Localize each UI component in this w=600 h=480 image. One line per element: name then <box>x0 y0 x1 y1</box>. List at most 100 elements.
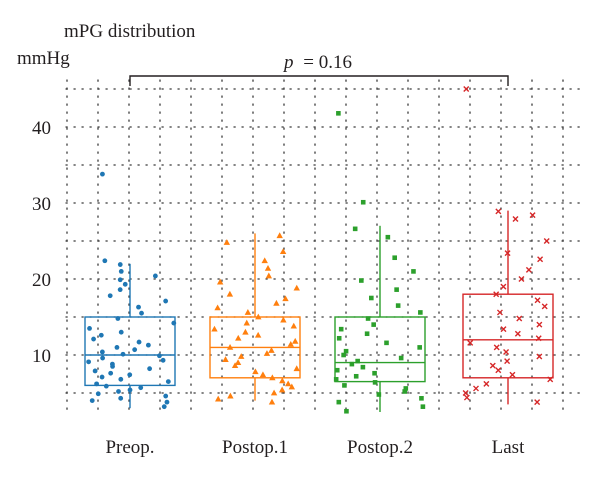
data-point <box>333 377 339 382</box>
data-point <box>504 358 511 365</box>
data-point <box>500 326 507 333</box>
data-point <box>255 313 262 320</box>
box-iqr <box>84 316 176 387</box>
data-point <box>353 373 359 379</box>
data-point <box>496 309 503 316</box>
data-point <box>268 398 276 405</box>
data-point <box>163 393 169 399</box>
data-point <box>100 171 105 177</box>
box-iqr <box>334 316 426 383</box>
y-tick-label: 30 <box>32 194 51 215</box>
bracket-line <box>129 75 509 86</box>
data-point <box>372 370 377 376</box>
data-point <box>92 368 98 374</box>
data-point <box>145 342 151 348</box>
x-axis-labels: Preop. Postop.1 Postop.2 Last <box>105 437 525 458</box>
data-point <box>118 269 124 274</box>
data-point <box>483 380 490 387</box>
data-point <box>463 86 470 92</box>
data-point <box>355 358 360 364</box>
data-point <box>338 326 344 332</box>
data-point <box>343 348 349 354</box>
data-point <box>95 391 101 397</box>
data-point <box>244 309 252 315</box>
data-point <box>268 347 275 353</box>
data-point <box>293 284 300 291</box>
data-point <box>420 404 426 409</box>
y-axis-unit-label: mmHg <box>17 48 70 69</box>
data-point <box>536 321 543 328</box>
significance-bracket: p = 0.16 <box>129 52 509 86</box>
data-point <box>259 371 267 378</box>
data-point <box>122 281 128 287</box>
data-point <box>516 315 523 322</box>
data-point <box>365 316 371 321</box>
data-point <box>385 234 391 240</box>
data-point <box>118 329 124 335</box>
data-point <box>473 385 479 392</box>
box-last <box>462 210 554 405</box>
x-category-label: Last <box>492 437 525 458</box>
data-point <box>211 325 218 332</box>
data-point <box>495 367 502 374</box>
data-point <box>512 215 519 222</box>
data-point <box>336 399 342 405</box>
data-point <box>504 250 511 257</box>
data-point <box>417 345 422 350</box>
data-point <box>489 362 496 369</box>
data-point <box>419 396 424 401</box>
data-point <box>500 283 507 290</box>
data-point <box>292 337 299 344</box>
data-point <box>341 352 346 358</box>
data-point <box>238 353 245 359</box>
data-point <box>395 303 401 308</box>
data-point <box>163 298 169 304</box>
data-point <box>252 368 259 375</box>
x-category-label: Postop.2 <box>347 437 413 458</box>
data-point <box>344 408 349 414</box>
y-tick-label: 40 <box>32 118 51 139</box>
data-point <box>116 389 121 394</box>
data-point <box>263 350 271 356</box>
data-point <box>541 303 548 310</box>
data-point <box>226 344 234 350</box>
data-point <box>265 272 273 279</box>
data-point <box>276 232 283 239</box>
data-point <box>462 390 469 396</box>
data-point <box>342 383 347 388</box>
data-point <box>99 349 105 355</box>
data-point <box>127 387 133 393</box>
data-point <box>120 351 126 357</box>
data-point <box>270 389 278 396</box>
data-point <box>503 348 510 355</box>
data-point <box>349 361 355 367</box>
data-point <box>110 361 115 367</box>
data-point <box>534 399 541 406</box>
box-postop2 <box>334 225 426 412</box>
data-point <box>231 362 239 369</box>
data-point <box>376 392 382 397</box>
data-point <box>160 357 166 363</box>
data-point <box>384 340 389 346</box>
data-point <box>100 355 106 361</box>
data-point <box>234 359 242 365</box>
data-point <box>282 295 289 302</box>
data-point <box>284 380 292 387</box>
data-point <box>514 330 521 337</box>
data-point <box>525 266 532 273</box>
data-point <box>118 395 124 401</box>
data-point <box>364 331 370 337</box>
data-point <box>336 335 342 341</box>
x-category-label: Preop. <box>105 437 154 458</box>
data-point <box>171 320 177 326</box>
data-point <box>543 238 550 244</box>
data-point <box>529 212 536 219</box>
data-point <box>535 335 542 342</box>
x-category-label: Postop.1 <box>222 437 288 458</box>
data-point <box>371 322 376 327</box>
box-postop1 <box>209 233 301 401</box>
data-point <box>117 277 123 283</box>
data-point <box>467 339 474 346</box>
data-point <box>463 394 470 401</box>
